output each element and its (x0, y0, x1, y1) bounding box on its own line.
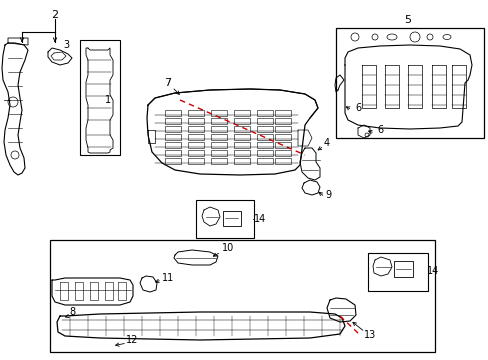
Bar (164, 158, 181, 164)
Text: 2: 2 (51, 10, 59, 20)
Text: 1: 1 (105, 95, 111, 105)
Bar (187, 158, 203, 164)
Text: 11: 11 (162, 273, 174, 283)
Bar (234, 126, 249, 132)
Bar (164, 142, 181, 148)
Bar (257, 150, 272, 156)
Bar (187, 110, 203, 116)
Bar (164, 126, 181, 132)
Bar (164, 110, 181, 116)
Bar (210, 134, 226, 140)
Bar (257, 126, 272, 132)
Bar (234, 110, 249, 116)
Text: 5: 5 (404, 15, 411, 25)
Text: 14: 14 (253, 214, 265, 224)
Bar (257, 142, 272, 148)
Bar (210, 126, 226, 132)
Bar (223, 211, 241, 226)
Bar (210, 142, 226, 148)
Bar (187, 134, 203, 140)
Text: 10: 10 (222, 243, 234, 253)
Text: 6: 6 (376, 125, 382, 135)
Text: 12: 12 (125, 335, 138, 345)
Text: 7: 7 (164, 78, 171, 88)
Bar (274, 110, 290, 116)
Bar (164, 118, 181, 124)
Bar (210, 158, 226, 164)
Text: 8: 8 (69, 307, 75, 317)
Bar (234, 118, 249, 124)
Bar (274, 134, 290, 140)
Bar (234, 150, 249, 156)
Bar (257, 118, 272, 124)
Bar (393, 261, 412, 277)
Text: 3: 3 (63, 40, 69, 50)
Bar (164, 134, 181, 140)
Bar (274, 142, 290, 148)
Bar (274, 150, 290, 156)
Bar (210, 118, 226, 124)
Bar (367, 253, 427, 291)
Bar (187, 126, 203, 132)
Bar (257, 110, 272, 116)
Bar (274, 118, 290, 124)
Bar (210, 150, 226, 156)
Text: 6: 6 (354, 103, 360, 113)
Bar (210, 110, 226, 116)
Bar (274, 126, 290, 132)
Bar (187, 150, 203, 156)
Bar (234, 158, 249, 164)
Bar (335, 28, 483, 138)
Bar (80, 40, 120, 155)
Bar (257, 158, 272, 164)
Bar (196, 200, 253, 238)
Text: 4: 4 (323, 138, 329, 148)
Bar (187, 142, 203, 148)
Text: 13: 13 (363, 330, 375, 340)
Bar (234, 142, 249, 148)
Bar (234, 134, 249, 140)
Text: 14: 14 (426, 266, 438, 276)
Bar (164, 150, 181, 156)
Bar (257, 134, 272, 140)
Bar (187, 118, 203, 124)
Bar (274, 158, 290, 164)
Bar (50, 240, 434, 352)
Text: 9: 9 (324, 190, 330, 200)
